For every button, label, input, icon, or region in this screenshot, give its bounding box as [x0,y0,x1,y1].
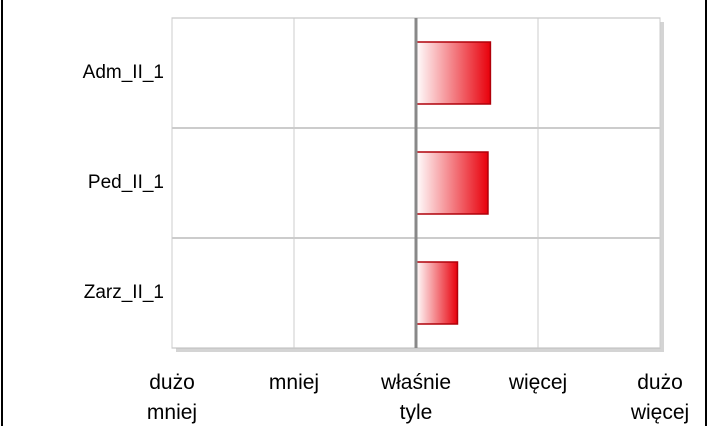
y-tick-label: Zarz_II_1 [84,282,164,303]
bar [415,151,489,215]
bar [415,261,459,325]
y-tick-label: Ped_II_1 [88,172,164,193]
x-tick-label: właśnie tyle [380,371,452,424]
y-tick-label: Adm_II_1 [83,62,164,83]
x-tick-label: dużo więcej [630,371,690,424]
x-tick-label: dużo mniej [146,371,198,424]
x-tick-label: więcej [508,371,568,394]
bar [415,41,492,105]
x-tick-label: mniej [268,371,320,394]
